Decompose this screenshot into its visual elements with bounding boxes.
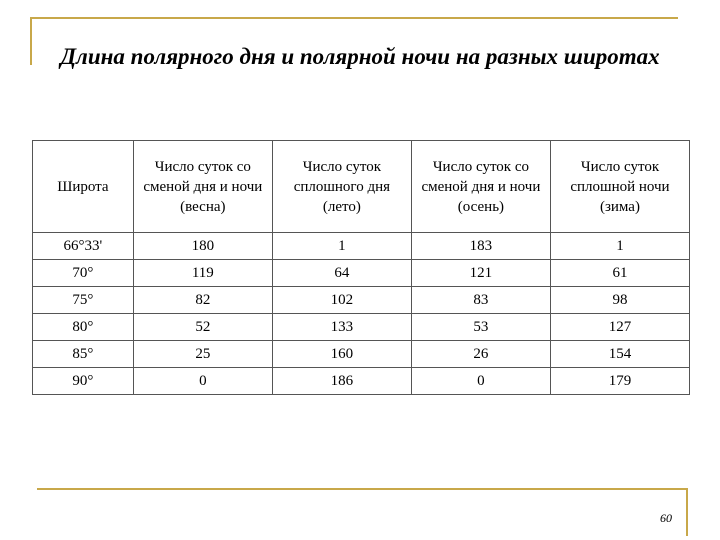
table-row: 85° 25 160 26 154 <box>32 340 691 368</box>
header-autumn: Число суток со сменой дня и ночи (осень) <box>410 140 551 233</box>
cell-spring: 180 <box>132 232 273 260</box>
table-row: 80° 52 133 53 127 <box>32 313 691 341</box>
header-latitude: Широта <box>32 140 134 233</box>
cell-latitude: 90° <box>32 367 134 395</box>
page-number: 60 <box>660 511 672 525</box>
header-winter: Число суток сплошной ночи (зима) <box>549 140 691 233</box>
cell-autumn: 53 <box>410 313 551 341</box>
table-header-row: Широта Число суток со сменой дня и ночи … <box>32 140 691 233</box>
cell-latitude: 66°33' <box>32 232 134 260</box>
cell-summer: 133 <box>271 313 412 341</box>
table-row: 66°33' 180 1 183 1 <box>32 232 691 260</box>
cell-autumn: 183 <box>410 232 551 260</box>
cell-latitude: 75° <box>32 286 134 314</box>
cell-summer: 102 <box>271 286 412 314</box>
cell-winter: 127 <box>549 313 691 341</box>
cell-spring: 119 <box>132 259 273 287</box>
latitude-table: Широта Число суток со сменой дня и ночи … <box>32 140 691 395</box>
cell-latitude: 70° <box>32 259 134 287</box>
table-row: 70° 119 64 121 61 <box>32 259 691 287</box>
decorative-bottom-line <box>37 488 687 490</box>
cell-summer: 1 <box>271 232 412 260</box>
cell-summer: 64 <box>271 259 412 287</box>
cell-winter: 1 <box>549 232 691 260</box>
cell-spring: 25 <box>132 340 273 368</box>
header-summer: Число суток сплошного дня (лето) <box>271 140 412 233</box>
cell-winter: 154 <box>549 340 691 368</box>
cell-spring: 0 <box>132 367 273 395</box>
cell-autumn: 26 <box>410 340 551 368</box>
header-spring: Число суток со сменой дня и ночи (весна) <box>132 140 273 233</box>
cell-autumn: 83 <box>410 286 551 314</box>
cell-summer: 186 <box>271 367 412 395</box>
cell-spring: 82 <box>132 286 273 314</box>
cell-winter: 61 <box>549 259 691 287</box>
cell-latitude: 80° <box>32 313 134 341</box>
cell-winter: 98 <box>549 286 691 314</box>
slide-title: Длина полярного дня и полярной ночи на р… <box>60 44 660 69</box>
decorative-top-line <box>30 17 678 19</box>
cell-latitude: 85° <box>32 340 134 368</box>
cell-autumn: 121 <box>410 259 551 287</box>
cell-winter: 179 <box>549 367 691 395</box>
cell-spring: 52 <box>132 313 273 341</box>
decorative-bottom-right-line <box>686 488 688 536</box>
table-row: 75° 82 102 83 98 <box>32 286 691 314</box>
table-row: 90° 0 186 0 179 <box>32 367 691 395</box>
decorative-left-line <box>30 17 32 65</box>
cell-summer: 160 <box>271 340 412 368</box>
cell-autumn: 0 <box>410 367 551 395</box>
